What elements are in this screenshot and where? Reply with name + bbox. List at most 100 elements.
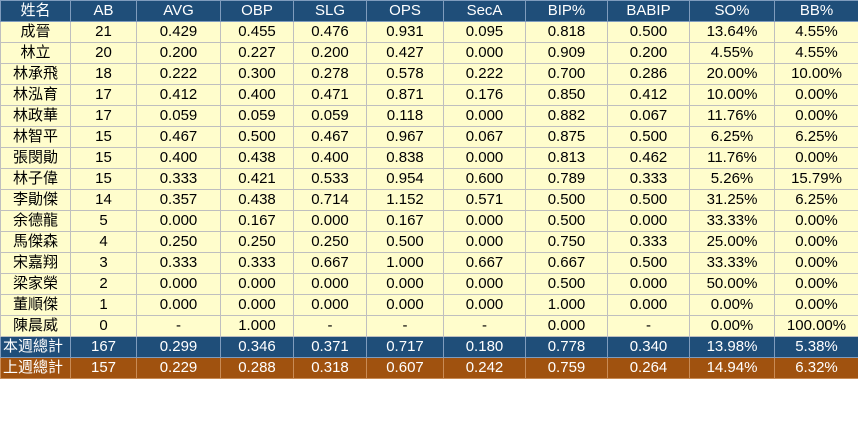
stat-cell: 0.429	[136, 21, 221, 43]
stat-cell: 0.533	[293, 168, 367, 190]
stat-cell: 0.00%	[774, 273, 858, 295]
total-stat-cell: 157	[70, 357, 137, 379]
stat-cell: 0.00%	[774, 231, 858, 253]
player-name-cell: 成晉	[0, 21, 71, 43]
table-row: 陳晨威 0-1.000- - -0.000-0.00% 100.00%	[0, 315, 858, 337]
stat-cell: 0.400	[293, 147, 367, 169]
stat-cell: 0.813	[525, 147, 608, 169]
table-row: 林承飛 18 0.222 0.300 0.278 0.578 0.222 0.700 0.286…	[0, 63, 858, 85]
stat-cell: 0.500	[366, 231, 444, 253]
stat-cell: 1.000	[525, 294, 608, 316]
stat-cell: 0.000	[607, 273, 690, 295]
total-label-cell: 本週總計	[0, 336, 71, 358]
stat-cell: 0.909	[525, 42, 608, 64]
total-stat-cell: 0.346	[220, 336, 294, 358]
stat-cell: 0.00%	[774, 294, 858, 316]
total-stat-cell: 13.98%	[689, 336, 775, 358]
stat-cell: 0.789	[525, 168, 608, 190]
stat-cell: 0.875	[525, 126, 608, 148]
stat-cell: 50.00%	[689, 273, 775, 295]
stat-cell: -	[136, 315, 221, 337]
stat-cell: 0.118	[366, 105, 444, 127]
stat-cell: 0.818	[525, 21, 608, 43]
table-row: 林政華 17 0.059 0.059 0.059 0.118 0.000 0.882 0.067…	[0, 105, 858, 127]
column-header: 姓名	[0, 0, 71, 22]
stat-cell: 0.176	[443, 84, 526, 106]
stat-cell: 10.00%	[774, 63, 858, 85]
stat-cell: 0.471	[293, 84, 367, 106]
stat-cell: 0.000	[220, 294, 294, 316]
stat-cell: 0.000	[607, 210, 690, 232]
stat-cell: 0.438	[220, 147, 294, 169]
total-label-cell: 上週總計	[0, 357, 71, 379]
stat-cell: 0.667	[293, 252, 367, 274]
player-name-cell: 余德龍	[0, 210, 71, 232]
table-body: 成晉 21 0.429 0.455 0.476 0.931 0.095 0.818 0.500 1…	[0, 21, 858, 379]
stat-cell: 0.578	[366, 63, 444, 85]
total-stat-cell: 0.717	[366, 336, 444, 358]
stat-cell: 0.227	[220, 42, 294, 64]
stat-cell: 25.00%	[689, 231, 775, 253]
player-name-cell: 林子偉	[0, 168, 71, 190]
stat-cell: 0.333	[136, 168, 221, 190]
stat-cell: 31.25%	[689, 189, 775, 211]
stat-cell: 0.427	[366, 42, 444, 64]
header-row: 姓名 AB AVG OBP SLG OPS SecA BIP% BABIP SO% BB%	[0, 0, 858, 22]
stat-cell: 17	[70, 105, 137, 127]
column-header: AB	[70, 0, 137, 22]
stat-cell: 0.300	[220, 63, 294, 85]
stat-cell: 0.000	[443, 42, 526, 64]
stat-cell: 0.000	[366, 273, 444, 295]
total-stat-cell: 0.229	[136, 357, 221, 379]
stat-cell: 0.412	[607, 84, 690, 106]
player-name-cell: 林泓育	[0, 84, 71, 106]
stat-cell: 13.64%	[689, 21, 775, 43]
stat-cell: 3	[70, 252, 137, 274]
stat-cell: 0.600	[443, 168, 526, 190]
column-header: BB%	[774, 0, 858, 22]
column-header: SecA	[443, 0, 526, 22]
stat-cell: 0.000	[443, 210, 526, 232]
stat-cell: 0.333	[136, 252, 221, 274]
stat-cell: 0.412	[136, 84, 221, 106]
stat-cell: 0.000	[443, 105, 526, 127]
player-name-cell: 宋嘉翔	[0, 252, 71, 274]
stat-cell: 0.00%	[774, 105, 858, 127]
column-header: OBP	[220, 0, 294, 22]
total-stat-cell: 0.759	[525, 357, 608, 379]
stat-cell: 0.059	[136, 105, 221, 127]
stat-cell: 2	[70, 273, 137, 295]
column-header: AVG	[136, 0, 221, 22]
stat-cell: 0.333	[607, 168, 690, 190]
stat-cell: 0.500	[525, 189, 608, 211]
player-name-cell: 張閔勛	[0, 147, 71, 169]
stat-cell: 0.00%	[774, 84, 858, 106]
stat-cell: 0.000	[136, 273, 221, 295]
stat-cell: 0.200	[136, 42, 221, 64]
stat-cell: 0.000	[293, 294, 367, 316]
stat-cell: 1	[70, 294, 137, 316]
stat-cell: 0.000	[443, 147, 526, 169]
stat-cell: 0.467	[136, 126, 221, 148]
stat-cell: 0.250	[220, 231, 294, 253]
stat-cell: 1.000	[366, 252, 444, 274]
stat-cell: 4.55%	[774, 42, 858, 64]
stat-cell: 0.250	[293, 231, 367, 253]
stat-cell: 0.00%	[774, 252, 858, 274]
stat-cell: -	[293, 315, 367, 337]
stat-cell: 0.700	[525, 63, 608, 85]
stat-cell: 0.467	[293, 126, 367, 148]
total-stat-cell: 0.607	[366, 357, 444, 379]
stat-cell: 14	[70, 189, 137, 211]
stat-cell: 4.55%	[774, 21, 858, 43]
stat-cell: 0	[70, 315, 137, 337]
stat-cell: 6.25%	[689, 126, 775, 148]
player-name-cell: 林智平	[0, 126, 71, 148]
stat-cell: 0.000	[136, 210, 221, 232]
total-stat-cell: 167	[70, 336, 137, 358]
stat-cell: 20.00%	[689, 63, 775, 85]
stat-cell: 0.000	[443, 231, 526, 253]
player-name-cell: 陳晨威	[0, 315, 71, 337]
stat-cell: 20	[70, 42, 137, 64]
stat-cell: 0.500	[220, 126, 294, 148]
